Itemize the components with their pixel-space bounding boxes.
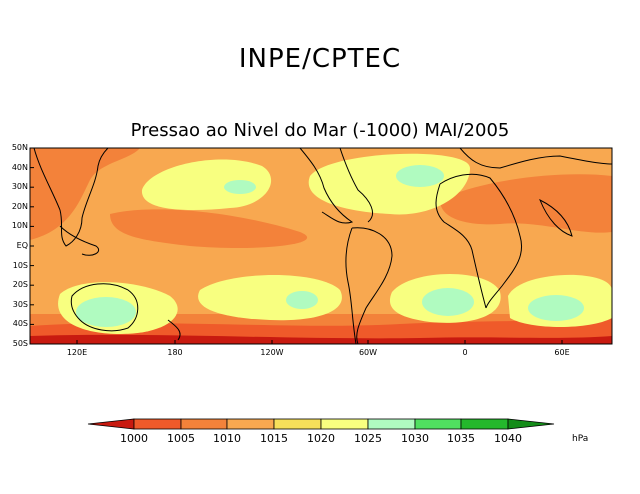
new-zealand-coast [167, 319, 181, 341]
field-npacific-core [224, 180, 256, 194]
colorbar-unit: hPa [572, 434, 589, 444]
colorbar-label: 1015 [260, 432, 288, 445]
colorbar-label: 1025 [354, 432, 382, 445]
colorbar-1015-1020 [273, 418, 322, 430]
colorbar-1005-1010 [180, 418, 228, 430]
field-australia-core [76, 297, 136, 327]
field-satlantic-core [422, 288, 474, 316]
colorbar-1035-1040 [460, 418, 509, 430]
lat-label: 30N [11, 182, 28, 191]
field-asia-low [30, 148, 140, 240]
australia-coast [70, 283, 139, 332]
colorbar-label: 1000 [120, 432, 148, 445]
colorbar [87, 418, 555, 430]
field-spacific-core [286, 291, 318, 309]
colorbar-label: 1040 [494, 432, 522, 445]
lon-label: 180 [167, 348, 183, 357]
lat-label: 50S [12, 339, 28, 348]
map-subtitle: Pressao ao Nivel do Mar (-1000) MAI/2005 [130, 120, 510, 141]
lat-label: EQ [16, 241, 28, 250]
lat-label: 30S [12, 300, 28, 309]
colorbar-label: 1030 [401, 432, 429, 445]
se-asia-coast [59, 225, 100, 256]
main-title: INPE/CPTEC [238, 44, 402, 74]
lon-label: 120W [260, 348, 284, 357]
colorbar-1010-1015 [226, 418, 275, 430]
field-africa-low [440, 174, 612, 233]
lon-label: 60W [358, 348, 378, 357]
lon-label: 0 [462, 348, 468, 357]
lat-label: 40S [12, 319, 28, 328]
lat-label: 50N [11, 143, 28, 152]
lon-label: 120E [66, 348, 88, 357]
colorbar-lt1000 [87, 418, 135, 430]
colorbar-1030-1035 [414, 418, 462, 430]
lat-label: 10S [12, 261, 28, 270]
africa-west-coast [435, 183, 487, 309]
colorbar-1025-1030 [367, 418, 416, 430]
lon-label: 60E [554, 348, 570, 357]
colorbar-1000-1005 [133, 418, 182, 430]
north-america-west-coast [299, 148, 354, 224]
pressure-field [30, 148, 612, 344]
coastlines [33, 148, 612, 344]
field-natlantic-core [396, 165, 444, 187]
colorbar-label: 1035 [447, 432, 475, 445]
field-spacific-high [198, 275, 342, 321]
india-coast [539, 198, 573, 237]
lat-label: 20S [12, 280, 28, 289]
lon-ticks [76, 340, 563, 344]
field-indian-core [528, 295, 584, 321]
lat-label: 10N [11, 221, 28, 230]
lat-label: 40N [11, 163, 28, 172]
colorbar-1020-1025 [320, 418, 369, 430]
lat-label: 20N [11, 202, 28, 211]
colorbar-label: 1005 [167, 432, 195, 445]
field-pacific-low [110, 209, 308, 249]
north-america-east-coast [339, 148, 373, 223]
eurasia-coast [459, 148, 612, 169]
colorbar-label: 1020 [307, 432, 335, 445]
colorbar-label: 1010 [213, 432, 241, 445]
south-america-west-coast [345, 227, 357, 344]
south-america-east-coast [351, 227, 393, 344]
colorbar-gt1040 [507, 418, 555, 430]
africa-east-coast [439, 173, 522, 309]
lat-ticks [30, 147, 34, 345]
field-npacific-high [141, 159, 272, 211]
